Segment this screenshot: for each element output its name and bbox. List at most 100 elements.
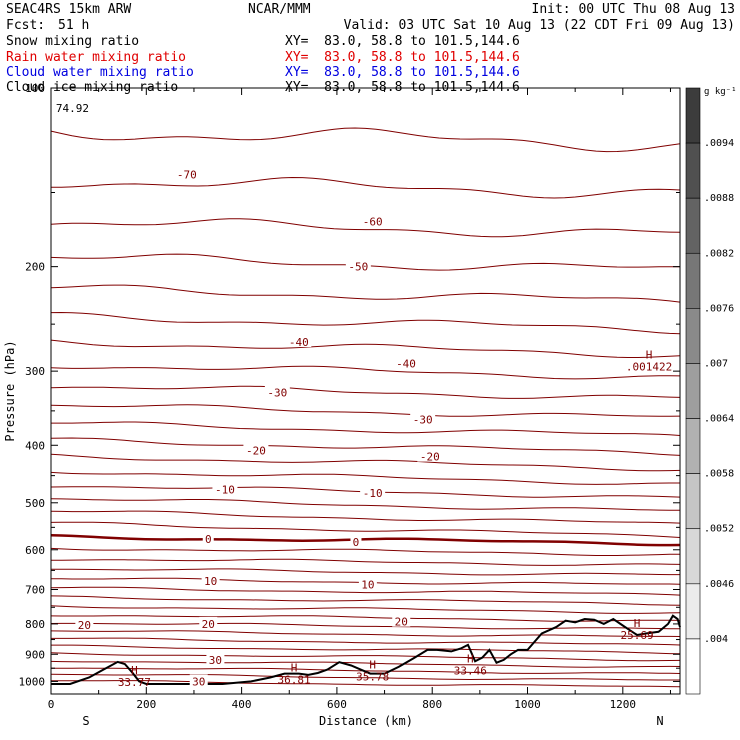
- x-tick-label: 1200: [610, 698, 637, 711]
- isotherm-line: [51, 558, 681, 566]
- x-tick-label: 600: [327, 698, 347, 711]
- contour-label: 30: [192, 675, 205, 688]
- contour-label: 10: [204, 575, 217, 588]
- x-end-label-left: S: [82, 714, 89, 728]
- isotherm-line: [50, 615, 681, 622]
- colorbar-segment: [685, 197, 701, 254]
- extremum-marker: H: [291, 662, 298, 675]
- y-tick-label: 300: [25, 365, 45, 378]
- x-tick-label: 1000: [514, 698, 541, 711]
- x-tick-label: 200: [136, 698, 156, 711]
- contour-label-bg: [350, 534, 362, 547]
- colorbar-segment: [685, 638, 701, 695]
- y-tick-label: 700: [25, 584, 45, 597]
- contour-label-bg: [410, 412, 436, 425]
- contour-label-bg: [212, 482, 238, 495]
- contour-label: -40: [396, 357, 416, 370]
- colorbar-label: .0094: [704, 138, 734, 149]
- x-axis-label: Distance (km): [319, 714, 413, 728]
- isotherm-line: [50, 471, 680, 485]
- extremum-value: 35.78: [356, 671, 389, 684]
- contour-label: 30: [209, 654, 222, 667]
- plot-frame: [50, 87, 681, 695]
- colorbar-label: .0088: [704, 193, 734, 204]
- extremum-value: 25.69: [621, 629, 654, 642]
- contour-label: 0: [353, 536, 360, 549]
- isotherm-line: [51, 644, 681, 655]
- extremum-marker: H: [369, 659, 376, 672]
- colorbar-label: .0082: [704, 248, 734, 259]
- contour-label: 20: [395, 616, 408, 629]
- isotherm-line: [50, 652, 681, 662]
- isotherm-line: [50, 453, 681, 472]
- model-title: SEAC4RS 15km ARW: [6, 2, 132, 17]
- colorbar-label: .004: [704, 634, 728, 645]
- isotherm-line: [50, 127, 681, 153]
- x-tick-label: 800: [422, 698, 442, 711]
- isotherm-line: [50, 365, 681, 380]
- colorbar-segment: [685, 583, 701, 640]
- contour-label-bg: [393, 356, 419, 369]
- terrain-layer: [51, 614, 681, 685]
- isotherm-line: [50, 630, 681, 637]
- contour-label-bg: [201, 573, 220, 586]
- extrema-markers: H33.77H36.81H35.78H33.46H25.69H.00142274…: [56, 102, 672, 689]
- isotherm-line: [50, 586, 681, 596]
- contour-label-bg: [360, 485, 386, 498]
- contour-label-bg: [345, 259, 371, 272]
- extremum-marker: H: [634, 617, 641, 630]
- isotherm-line: [50, 547, 681, 556]
- contour-label: 10: [361, 578, 374, 591]
- colorbar-segment: [685, 473, 701, 530]
- terrain-line: [51, 614, 681, 685]
- isotherm-line: [50, 660, 681, 668]
- center-title: NCAR/MMM: [248, 2, 311, 17]
- contour-label-bg: [392, 614, 411, 627]
- extremum-marker: H: [467, 653, 474, 666]
- contour-label-bg: [189, 674, 208, 687]
- colorbar-label: .0058: [704, 469, 734, 480]
- y-tick-label: 400: [25, 439, 45, 452]
- field-xy-rain: XY= 83.0, 58.8 to 101.5,144.6: [285, 50, 520, 65]
- contour-label-bg: [202, 531, 214, 544]
- isotherm-line: [50, 437, 681, 456]
- colorbar: .0094 .0088 .0082 .0076 .007 .0064 .0058 .0052.…: [685, 87, 737, 695]
- isotherm-line: [50, 404, 681, 417]
- isotherm-line: [50, 218, 681, 238]
- field-name-snow: Snow mixing ratio: [6, 34, 140, 49]
- init-time: Init: 00 UTC Thu 08 Aug 13: [531, 2, 736, 17]
- isotherm-line: [50, 284, 681, 303]
- isotherm-line: [50, 521, 681, 538]
- contour-label-bg: [243, 443, 269, 456]
- isotherm-line: [50, 622, 681, 630]
- contour-label: -40: [289, 336, 309, 349]
- contour-label: -60: [363, 216, 383, 229]
- colorbar-segment: [685, 363, 701, 419]
- contour-label: -70: [177, 169, 197, 182]
- isotherm-line: [50, 605, 681, 614]
- contour-label: 20: [202, 618, 215, 631]
- field-xy-snow: XY= 83.0, 58.8 to 101.5,144.6: [285, 34, 520, 49]
- colorbar-segment: [685, 418, 701, 474]
- isotherm-line: [51, 568, 680, 576]
- y-tick-label: 600: [25, 544, 45, 557]
- isotherm-line: [50, 498, 680, 511]
- x-end-label-right: N: [656, 714, 663, 728]
- contour-label-bg: [199, 616, 218, 629]
- colorbar-unit: g kg⁻¹: [704, 87, 737, 97]
- contour-label: -10: [215, 484, 235, 497]
- y-tick-label: 500: [25, 497, 45, 510]
- valid-time: Valid: 03 UTC Sat 10 Aug 13 (22 CDT Fri …: [343, 18, 735, 33]
- extremum-value: 36.81: [277, 674, 310, 687]
- field-xy-cloud-water: XY= 83.0, 58.8 to 101.5,144.6: [285, 65, 520, 80]
- isotherm-line: [50, 311, 681, 335]
- contour-label: 20: [78, 619, 91, 632]
- isotherm-line: [51, 637, 681, 646]
- colorbar-segment: [685, 252, 701, 309]
- y-axis-label: Pressure (hPa): [3, 340, 17, 441]
- contour-label: 0: [205, 533, 212, 546]
- isotherm-line: [50, 510, 681, 524]
- contour-label-bg: [360, 214, 386, 227]
